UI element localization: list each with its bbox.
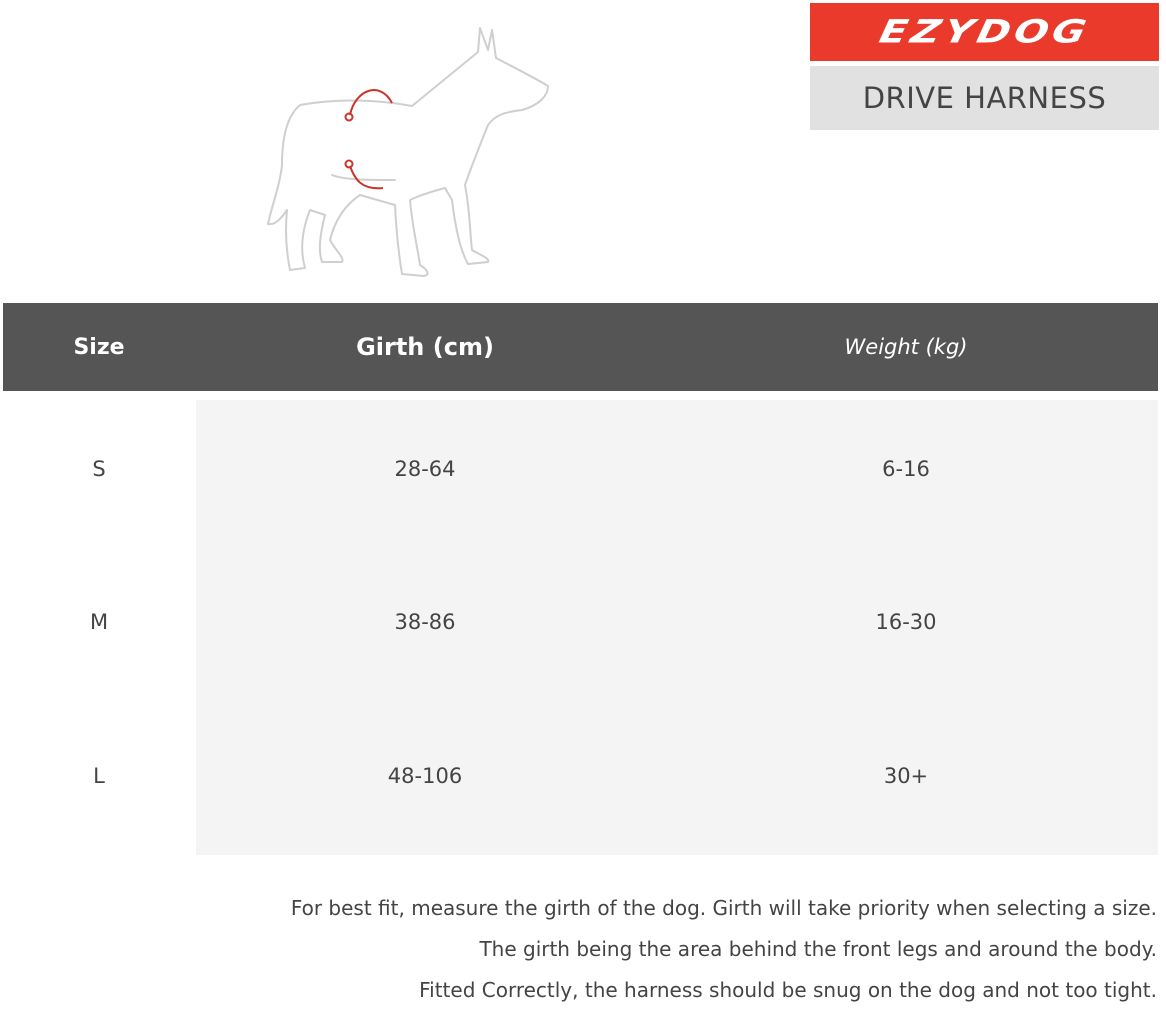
header-girth: Girth (cm) xyxy=(356,333,494,361)
cell-weight: 16-30 xyxy=(875,610,937,634)
cell-girth: 28-64 xyxy=(394,457,456,481)
table-body xyxy=(196,400,1158,855)
header-weight: Weight (kg) xyxy=(844,335,968,359)
dog-girth-measure-icon xyxy=(267,27,549,277)
cell-girth: 48-106 xyxy=(387,764,463,788)
cell-girth: 38-86 xyxy=(394,610,456,634)
cell-weight: 6-16 xyxy=(882,457,930,481)
product-name-banner: DRIVE HARNESS xyxy=(810,66,1159,130)
header-size: Size xyxy=(73,334,125,360)
cell-weight: 30+ xyxy=(883,764,929,788)
brand-logo: EZYDOG xyxy=(810,3,1159,61)
table-header: Size Girth (cm) Weight (kg) xyxy=(3,303,1158,391)
fit-note: The girth being the area behind the fron… xyxy=(479,937,1157,961)
fit-note: Fitted Correctly, the harness should be … xyxy=(419,978,1157,1002)
brand-logo-text: EZYDOG xyxy=(875,13,1094,51)
product-name: DRIVE HARNESS xyxy=(862,81,1107,115)
cell-size: S xyxy=(92,457,106,481)
fit-note: For best fit, measure the girth of the d… xyxy=(290,896,1157,920)
cell-size: M xyxy=(89,610,109,634)
cell-size: L xyxy=(93,764,105,788)
